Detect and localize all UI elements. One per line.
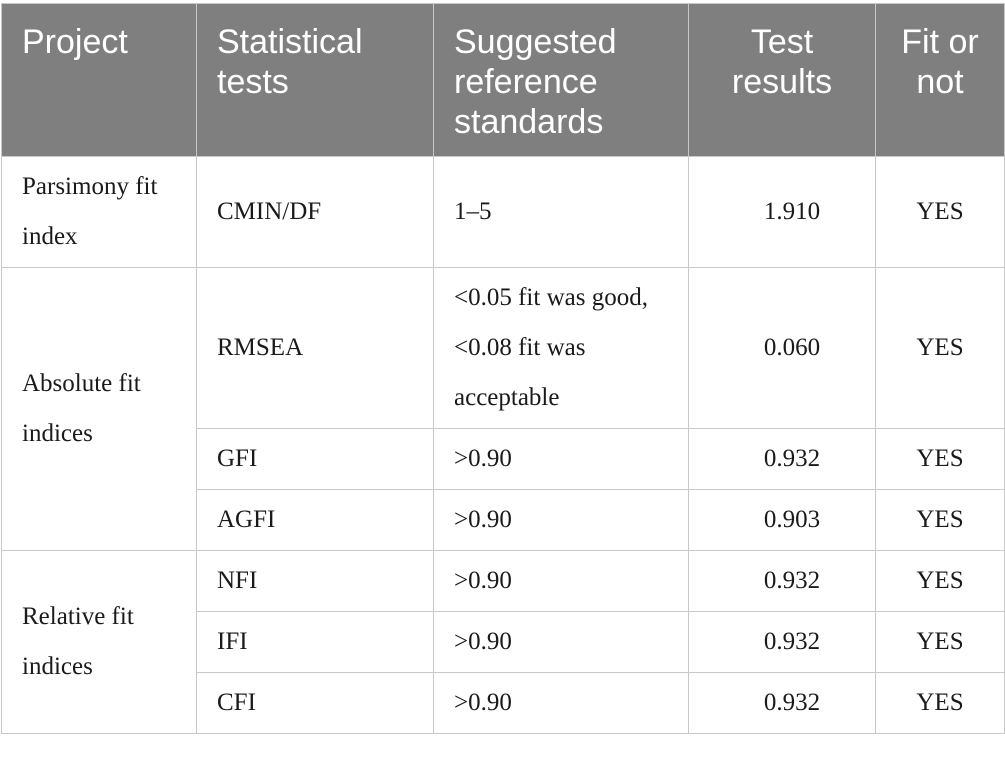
standard-cell: >0.90	[433, 550, 689, 612]
result-cell: 0.903	[688, 489, 876, 551]
fit-cell: YES	[875, 611, 1005, 673]
test-cell: NFI	[196, 550, 434, 612]
fit-cell: YES	[875, 489, 1005, 551]
group-cell: Relative fit indices	[1, 550, 197, 734]
result-cell: 0.932	[688, 428, 876, 490]
table-row: Parsimony fit index CMIN/DF 1–5 1.910 YE…	[1, 156, 1005, 268]
standard-cell: >0.90	[433, 428, 689, 490]
result-cell: 0.932	[688, 672, 876, 734]
header-test-results: Test results	[688, 3, 876, 157]
test-cell: IFI	[196, 611, 434, 673]
fit-cell: YES	[875, 428, 1005, 490]
header-statistical-tests: Statistical tests	[196, 3, 434, 157]
standard-cell: 1–5	[433, 156, 689, 268]
table-row: Absolute fit indices RMSEA <0.05 fit was…	[1, 267, 1005, 551]
standard-cell: >0.90	[433, 611, 689, 673]
fit-cell: YES	[875, 267, 1005, 429]
fit-cell: YES	[875, 550, 1005, 612]
test-cell: AGFI	[196, 489, 434, 551]
table-row: IFI >0.90 0.932 YES	[2, 611, 1005, 673]
table-row: CFI >0.90 0.932 YES	[2, 672, 1005, 734]
fit-indices-table: Project Statistical tests Suggested refe…	[1, 3, 1005, 734]
standard-cell: >0.90	[433, 672, 689, 734]
test-cell: RMSEA	[196, 267, 434, 429]
fit-cell: YES	[875, 156, 1005, 268]
table-row: Relative fit indices NFI >0.90 0.932 YES	[1, 550, 1005, 734]
header-project: Project	[1, 3, 197, 157]
group-cell: Parsimony fit index	[1, 156, 197, 268]
standard-cell: <0.05 fit was good, <0.08 fit was accept…	[433, 267, 689, 429]
header-fit-or-not: Fit or not	[875, 3, 1005, 157]
result-cell: 1.910	[688, 156, 876, 268]
test-cell: GFI	[196, 428, 434, 490]
header-suggested-reference: Suggested reference standards	[433, 3, 689, 157]
result-cell: 0.932	[688, 611, 876, 673]
result-cell: 0.060	[688, 267, 876, 429]
fit-cell: YES	[875, 672, 1005, 734]
standard-cell: >0.90	[433, 489, 689, 551]
table-row: AGFI >0.90 0.903 YES	[2, 489, 1005, 551]
test-cell: CMIN/DF	[196, 156, 434, 268]
result-cell: 0.932	[688, 550, 876, 612]
header-row: Project Statistical tests Suggested refe…	[1, 3, 1005, 157]
group-cell: Absolute fit indices	[1, 267, 197, 551]
test-cell: CFI	[196, 672, 434, 734]
